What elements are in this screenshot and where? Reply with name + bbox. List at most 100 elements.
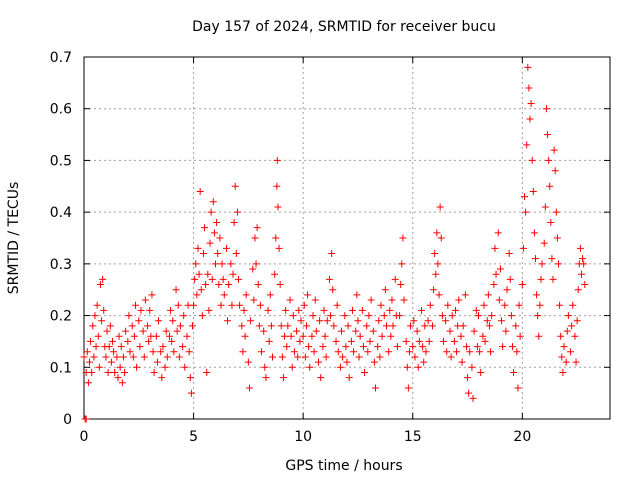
data-point — [466, 348, 474, 356]
data-point — [421, 322, 429, 330]
data-point — [162, 327, 170, 335]
data-point — [212, 260, 219, 268]
data-point — [106, 322, 114, 330]
data-point — [476, 348, 484, 356]
data-point — [569, 301, 577, 309]
data-point — [581, 281, 589, 289]
data-point — [130, 332, 138, 340]
chart-title: Day 157 of 2024, SRMTID for receiver buc… — [192, 19, 496, 35]
data-point — [251, 234, 259, 242]
data-point — [388, 296, 396, 304]
data-point — [294, 353, 302, 361]
data-point — [84, 379, 92, 387]
data-point — [316, 317, 324, 325]
data-point — [447, 353, 455, 361]
data-point — [148, 291, 156, 299]
data-point — [176, 322, 184, 330]
data-point — [238, 322, 246, 330]
data-point — [398, 260, 406, 268]
data-points — [80, 63, 589, 423]
data-point — [82, 415, 90, 423]
data-point — [396, 312, 404, 320]
data-point — [341, 312, 349, 320]
data-point — [338, 327, 346, 335]
data-point — [261, 363, 269, 371]
data-point — [220, 291, 228, 299]
data-point — [328, 250, 336, 258]
data-point — [413, 327, 421, 335]
data-point — [507, 312, 515, 320]
data-point — [485, 322, 493, 330]
data-point — [391, 275, 399, 283]
data-point — [273, 156, 281, 164]
data-point — [377, 301, 385, 309]
data-point — [495, 296, 503, 304]
data-point — [438, 312, 446, 320]
data-point — [528, 156, 536, 164]
data-point — [521, 193, 529, 201]
data-point — [432, 270, 440, 278]
data-point — [385, 348, 393, 356]
data-point — [465, 389, 473, 397]
data-point — [288, 363, 296, 371]
data-point — [348, 306, 356, 314]
data-point — [87, 337, 95, 345]
data-point — [375, 317, 383, 325]
data-point — [213, 218, 221, 226]
data-point — [271, 270, 279, 278]
data-point — [538, 260, 546, 268]
data-point — [352, 327, 360, 335]
data-point — [235, 275, 243, 283]
data-point — [268, 353, 276, 361]
data-point — [527, 100, 535, 108]
data-point — [308, 332, 316, 340]
data-point — [578, 270, 586, 278]
data-point — [118, 379, 126, 387]
data-point — [145, 337, 153, 345]
data-point — [518, 281, 526, 289]
data-point — [490, 281, 498, 289]
data-point — [409, 343, 417, 351]
data-point — [443, 348, 451, 356]
data-point — [545, 156, 553, 164]
data-point — [366, 337, 374, 345]
data-point — [183, 332, 191, 340]
data-point — [107, 358, 115, 366]
data-point — [194, 244, 202, 252]
data-point — [195, 270, 203, 278]
data-point — [312, 327, 320, 335]
data-point — [117, 343, 125, 351]
data-point — [448, 312, 456, 320]
data-point — [547, 218, 555, 226]
data-point — [514, 384, 522, 392]
data-point — [403, 363, 411, 371]
data-point — [99, 275, 107, 283]
data-point — [94, 332, 102, 340]
data-point — [302, 322, 310, 330]
data-point — [501, 301, 509, 309]
data-point — [457, 332, 465, 340]
data-point — [499, 343, 507, 351]
data-point — [522, 208, 530, 216]
data-point — [470, 327, 478, 335]
data-point — [462, 343, 470, 351]
data-point — [459, 322, 467, 330]
axis-ticks: 0 5 10 15 20 0 0.1 0.2 0.3 0.4 0.5 0.6 0.7 — [50, 50, 610, 445]
data-point — [132, 301, 140, 309]
x-tick-label: 10 — [294, 429, 312, 445]
data-point — [531, 255, 539, 263]
data-point — [325, 275, 333, 283]
data-point — [526, 115, 534, 123]
data-point — [369, 327, 377, 335]
data-point — [542, 105, 550, 113]
data-point — [364, 348, 372, 356]
data-point — [402, 337, 410, 345]
data-point — [282, 306, 290, 314]
data-point — [258, 348, 266, 356]
data-point — [309, 312, 317, 320]
data-point — [222, 244, 230, 252]
data-point — [305, 343, 313, 351]
data-point — [484, 291, 492, 299]
data-point — [549, 275, 557, 283]
data-point — [133, 363, 141, 371]
